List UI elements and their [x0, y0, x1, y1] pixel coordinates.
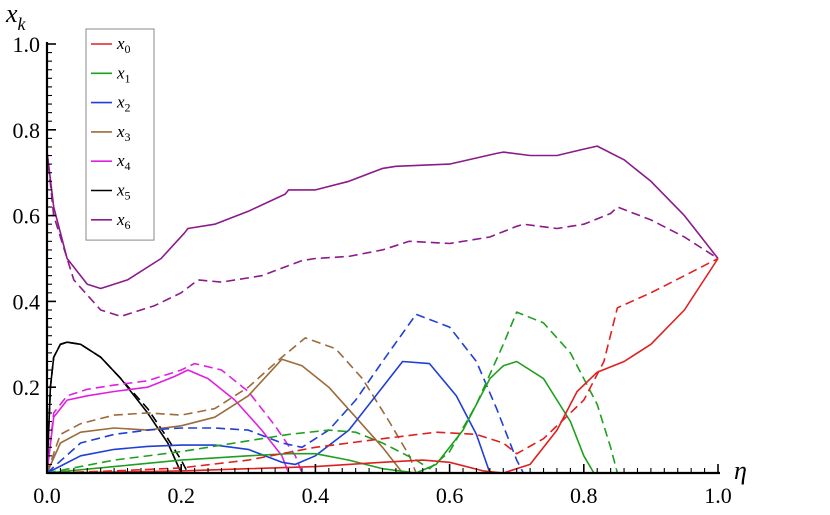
x-tick-label: 0.0 [33, 483, 61, 508]
series-line-x6 [46, 145, 719, 290]
x-tick-label: 0.6 [436, 483, 464, 508]
x-tick-label: 0.2 [167, 483, 195, 508]
legend-label-subscript: 4 [125, 159, 131, 173]
series-line-x3-dashed [46, 337, 417, 474]
y-tick-label: 0.2 [13, 375, 41, 400]
y-tick-label: 0.4 [13, 289, 41, 314]
series-line-x5-dashed [46, 341, 189, 474]
y-tick-label: 1.0 [13, 32, 41, 57]
series-line-x4-dashed [46, 362, 303, 474]
plot-lines [46, 145, 719, 474]
series-line-x6-dashed [46, 151, 719, 318]
series-line-x3 [46, 358, 404, 474]
series-line-x2-dashed [46, 313, 525, 474]
y-axis-title-subscript: k [18, 14, 27, 34]
y-tick-label: 0.6 [13, 204, 41, 229]
legend-label-subscript: 5 [125, 189, 131, 203]
x-tick-label: 1.0 [704, 483, 732, 508]
y-tick-label: 0.8 [13, 118, 41, 143]
legend-label-subscript: 0 [125, 42, 131, 56]
series-line-x0-dashed [46, 257, 719, 474]
legend-label-subscript: 1 [125, 71, 131, 85]
series-line-x1-dashed [46, 311, 619, 474]
legend-box [85, 28, 155, 241]
legend-label-subscript: 2 [125, 101, 131, 115]
series-line-x0 [46, 258, 719, 474]
x-axis-title: η [734, 456, 747, 485]
series-line-x4 [46, 369, 290, 474]
y-axis-title: xk [5, 0, 27, 34]
legend-label-subscript: 3 [125, 130, 131, 144]
x-tick-label: 0.4 [302, 483, 330, 508]
series-line-x2 [46, 360, 491, 474]
legend-label-subscript: 6 [125, 218, 131, 232]
x-tick-label: 0.8 [570, 483, 598, 508]
series-line-x1 [46, 360, 595, 474]
